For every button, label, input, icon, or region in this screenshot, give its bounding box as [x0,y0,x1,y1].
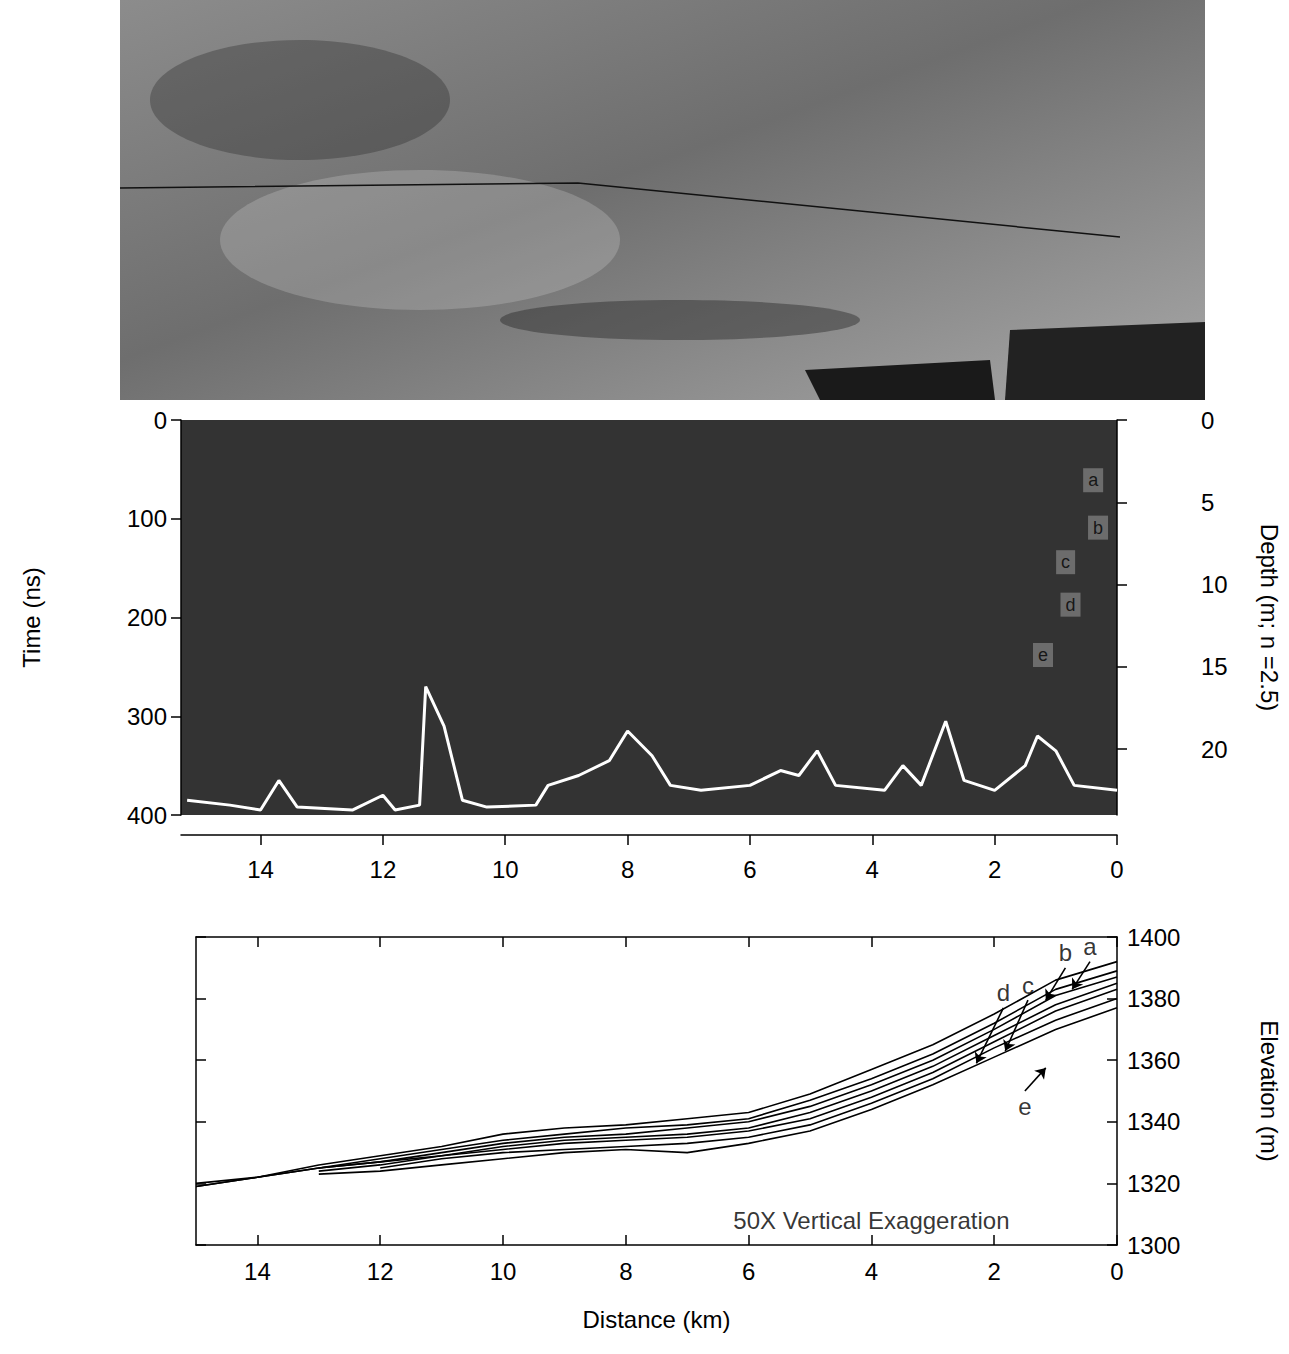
svg-text:12: 12 [370,856,397,883]
svg-text:Time (ns): Time (ns) [18,567,45,667]
svg-text:0: 0 [1110,1258,1123,1285]
svg-text:Distance (km): Distance (km) [582,1306,730,1333]
svg-text:4: 4 [866,856,879,883]
svg-text:10: 10 [1201,571,1228,598]
svg-text:300: 300 [127,703,167,730]
svg-text:12: 12 [367,1258,394,1285]
svg-text:100: 100 [127,505,167,532]
svg-text:d: d [1065,595,1075,615]
svg-text:8: 8 [619,1258,632,1285]
svg-text:1300: 1300 [1127,1232,1180,1259]
svg-text:5: 5 [1201,489,1214,516]
svg-text:14: 14 [244,1258,271,1285]
svg-text:c: c [1061,552,1070,572]
svg-text:2: 2 [988,856,1001,883]
svg-text:b: b [1059,939,1072,966]
svg-text:Depth (m; n =2.5): Depth (m; n =2.5) [1256,524,1283,711]
svg-text:a: a [1088,470,1099,490]
svg-text:e: e [1018,1093,1031,1120]
svg-text:1340: 1340 [1127,1108,1180,1135]
svg-text:6: 6 [742,1258,755,1285]
svg-text:Elevation (m): Elevation (m) [1256,1020,1283,1161]
svg-text:4: 4 [865,1258,878,1285]
svg-text:1320: 1320 [1127,1170,1180,1197]
svg-text:8: 8 [621,856,634,883]
svg-text:6: 6 [743,856,756,883]
svg-text:0: 0 [1110,856,1123,883]
svg-text:b: b [1093,518,1103,538]
svg-text:10: 10 [492,856,519,883]
svg-text:200: 200 [127,604,167,631]
svg-text:20: 20 [1201,736,1228,763]
svg-text:15: 15 [1201,653,1228,680]
svg-text:50X Vertical Exaggeration: 50X Vertical Exaggeration [733,1207,1009,1234]
svg-text:14: 14 [247,856,274,883]
svg-text:1400: 1400 [1127,924,1180,951]
svg-text:a: a [1083,933,1097,960]
svg-text:0: 0 [154,407,167,434]
svg-text:10: 10 [490,1258,517,1285]
svg-text:400: 400 [127,802,167,829]
svg-text:c: c [1022,972,1034,999]
svg-text:e: e [1038,645,1048,665]
svg-text:0: 0 [1201,407,1214,434]
svg-text:1380: 1380 [1127,985,1180,1012]
svg-text:1360: 1360 [1127,1047,1180,1074]
svg-text:2: 2 [988,1258,1001,1285]
svg-text:d: d [997,979,1010,1006]
